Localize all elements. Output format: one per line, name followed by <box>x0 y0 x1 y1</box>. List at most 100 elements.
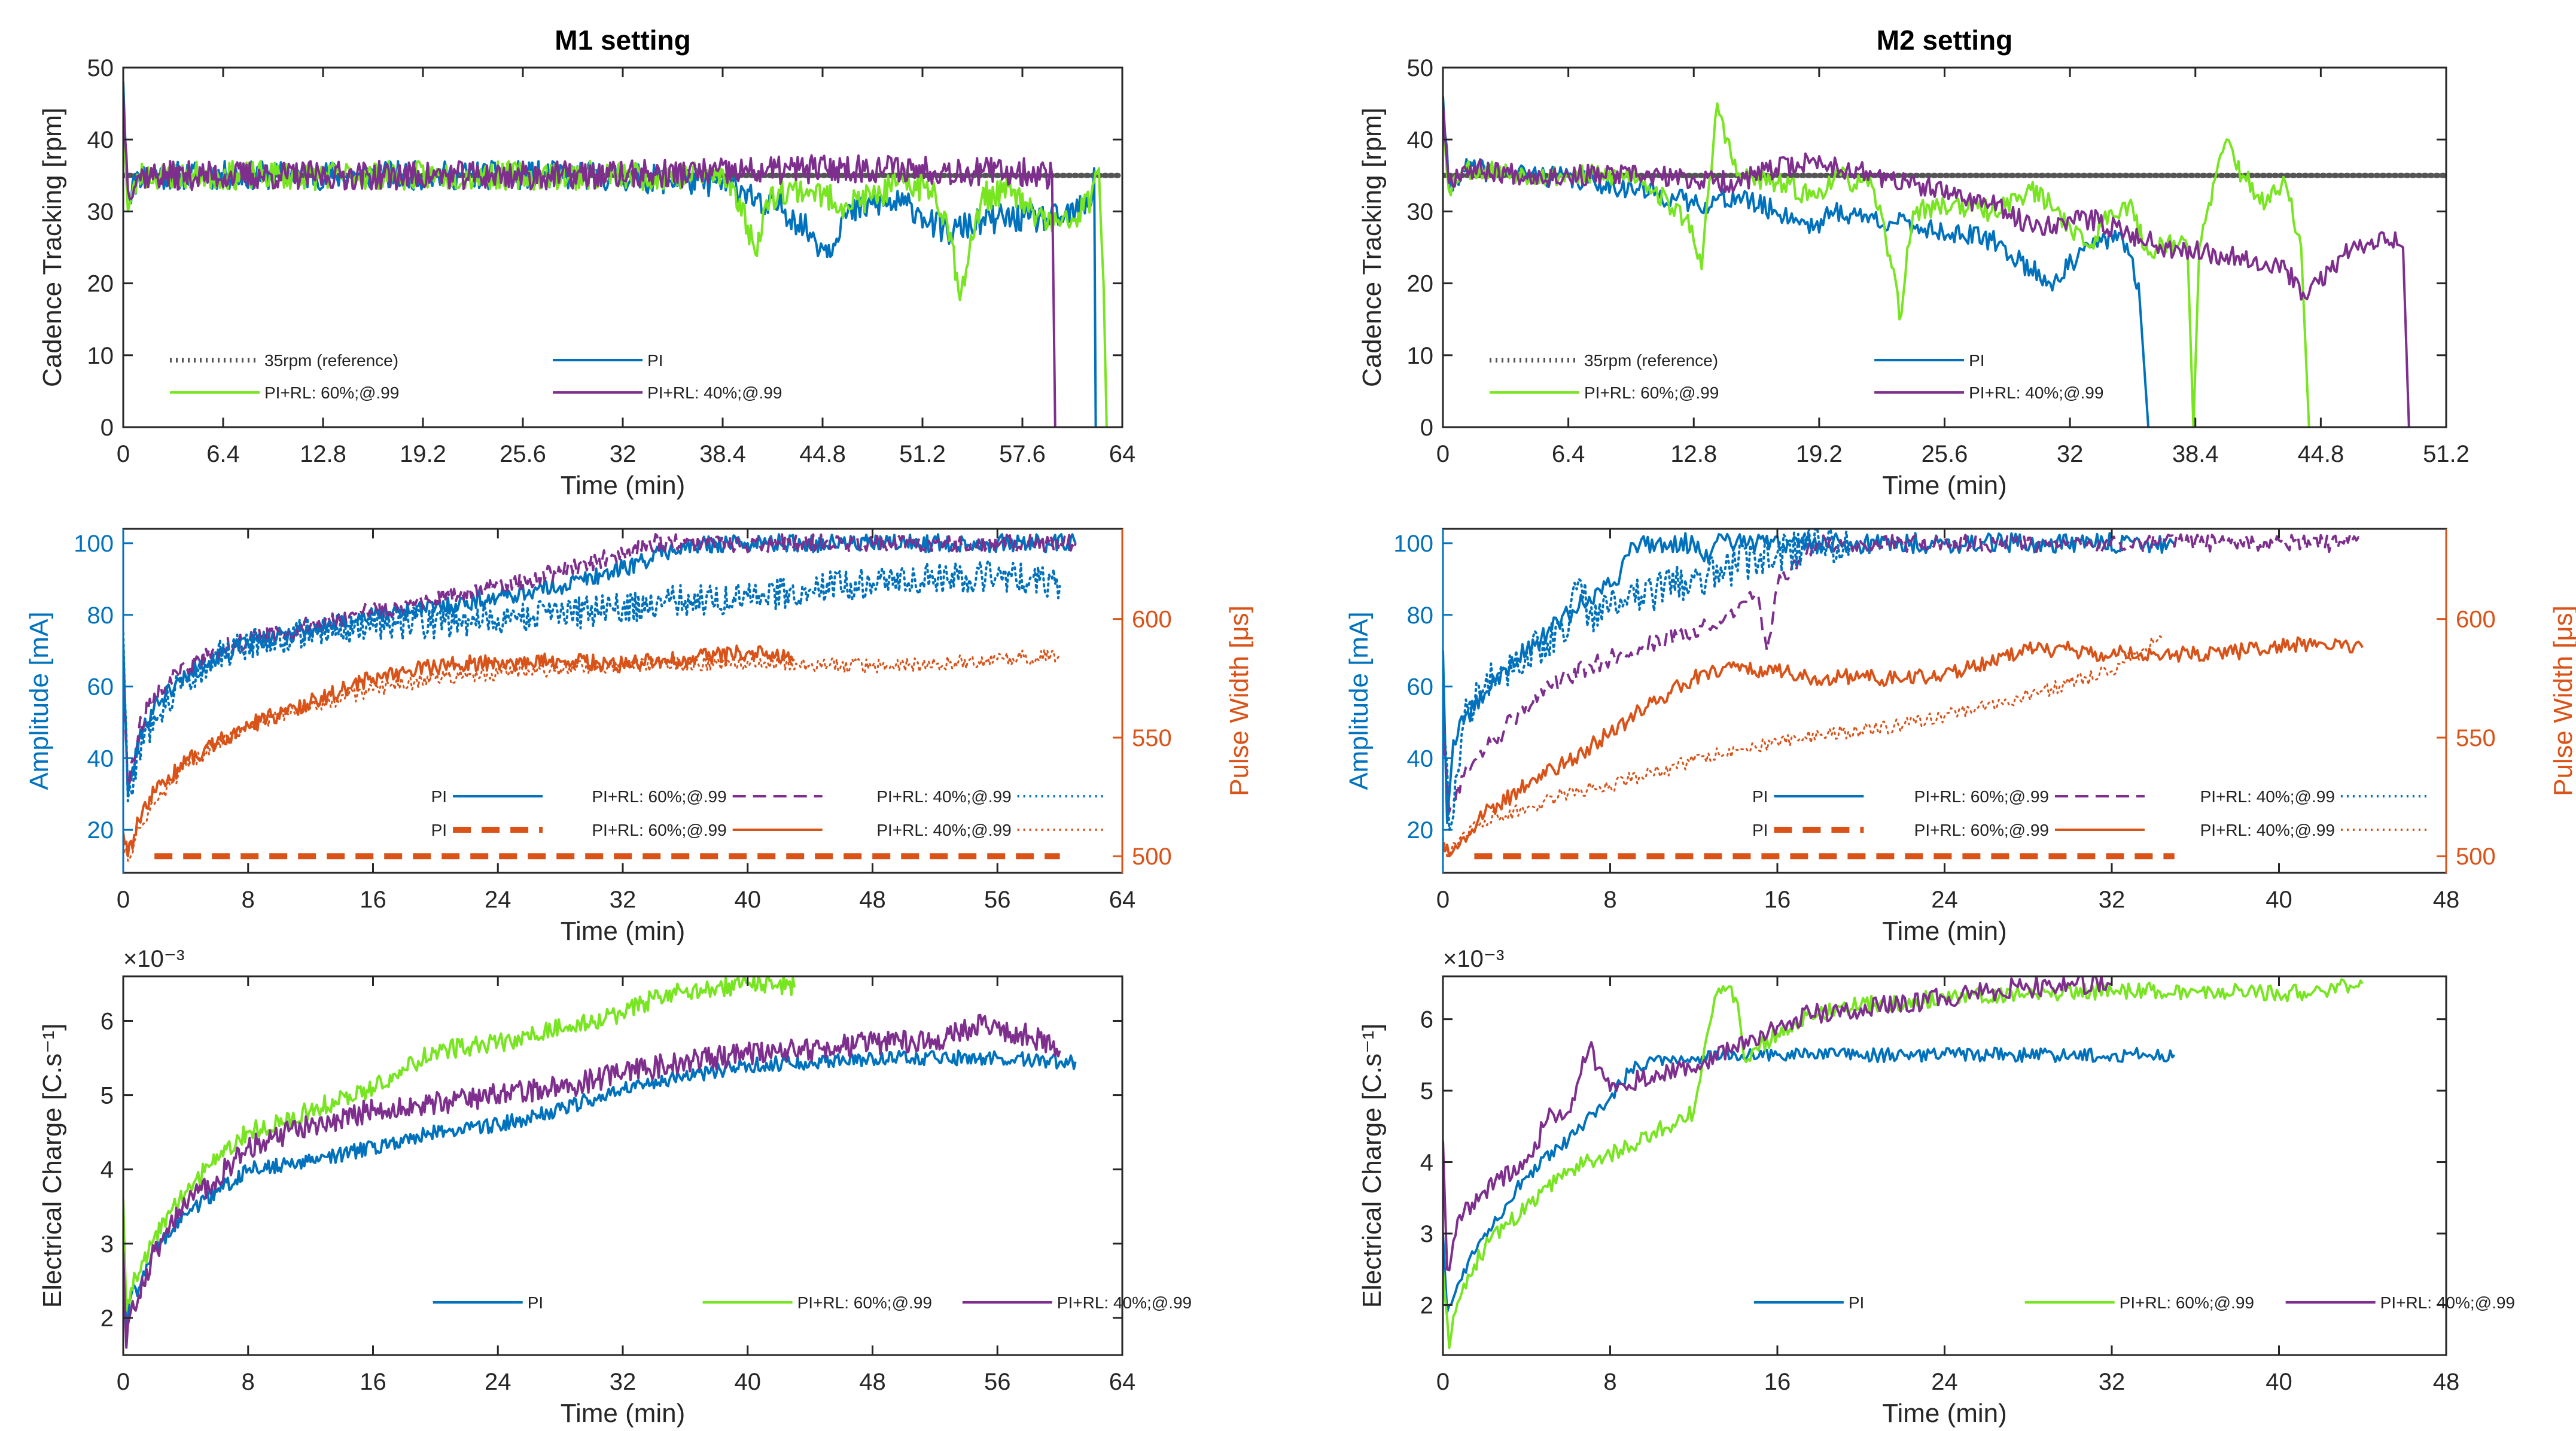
y-axis-label: Cadence Tracking [rpm] <box>1357 108 1387 387</box>
y-tick-label: 40 <box>1407 127 1434 153</box>
series-line-pi-rl-40-99-3 <box>123 96 1056 427</box>
y-tick-label: 40 <box>1407 745 1434 772</box>
x-tick-label: 19.2 <box>1796 441 1843 467</box>
x-tick-label: 38.4 <box>2172 441 2219 467</box>
legend-label: PI+RL: 60%;@.99 <box>1584 383 1719 402</box>
x-axis-label: Time (min) <box>561 1399 686 1428</box>
plot-area <box>123 529 1122 873</box>
series-line-pi-rl-60-99-4 <box>123 644 796 858</box>
x-tick-label: 40 <box>735 887 762 913</box>
y-tick-label: 20 <box>1407 271 1434 297</box>
chart-title: M2 setting <box>1877 25 2012 56</box>
legend-label: PI <box>431 787 447 806</box>
y2-tick-label: 550 <box>1132 725 1172 751</box>
y2-axis-label: Pulse Width [μs] <box>2548 605 2576 796</box>
y-tick-label: 30 <box>87 199 114 225</box>
y2-axis-label: Pulse Width [μs] <box>1225 605 1254 796</box>
x-tick-label: 0 <box>117 441 130 467</box>
x-axis-label: Time (min) <box>561 917 686 946</box>
legend-label: PI <box>647 351 663 370</box>
x-tick-label: 16 <box>1764 887 1791 913</box>
legend-label: PI <box>1752 787 1768 806</box>
y2-tick-label: 600 <box>2456 607 2496 633</box>
y-tick-label: 20 <box>87 817 114 844</box>
m1-stimulation-chart: 0 8 16 24 32 40 48 56 64 20 40 60 80 100 500 550 600 Puls… <box>25 528 1254 946</box>
y-tick-label: 5 <box>1420 1078 1433 1104</box>
legend: 35rpm (reference) PI PI+RL: 60%;@.99 PI+RL:… <box>170 351 782 402</box>
x-tick-label: 32 <box>2099 887 2126 913</box>
x-tick-label: 0 <box>117 887 130 913</box>
legend-label: PI <box>1752 821 1768 839</box>
legend: PI PI+RL: 60%;@.99 PI+RL: 40%;@.99 <box>433 1293 1192 1312</box>
y-tick-label: 50 <box>87 55 114 81</box>
x-tick-label: 32 <box>610 887 637 913</box>
legend-label: 35rpm (reference) <box>264 351 398 370</box>
legend-label: PI+RL: 40%;@.99 <box>1057 1293 1192 1312</box>
x-tick-label: 40 <box>2266 887 2292 913</box>
x-tick-label: 51.2 <box>899 441 946 467</box>
series-line-pi-rl-60-99-4 <box>1443 636 2364 858</box>
y-tick-label: 3 <box>101 1231 114 1258</box>
y2-tick-label: 600 <box>1132 607 1172 633</box>
series-line-pi-rl-60-99-1 <box>123 976 796 1312</box>
legend-label: PI+RL: 40%;@.99 <box>2200 787 2335 806</box>
legend: PI PI+RL: 60%;@.99 PI+RL: 40%;@.99 PI PI+RL:… <box>1752 787 2431 839</box>
y-tick-label: 100 <box>74 531 114 557</box>
m1-cadence-chart: 0 6.4 12.8 19.2 25.6 32 38.4 44.8 51.2 57.6 64 0 10 2… <box>38 25 1135 500</box>
x-tick-label: 56 <box>984 1369 1011 1395</box>
legend-label: PI+RL: 40%;@.99 <box>1969 383 2103 402</box>
series-line-pi-rl-60-99-1 <box>1443 978 2364 1350</box>
y2-tick-label: 500 <box>1132 844 1172 870</box>
y-tick-label: 4 <box>1420 1150 1433 1176</box>
x-tick-label: 12.8 <box>300 441 346 467</box>
plot-area <box>1443 68 2446 427</box>
series-line-pi-0 <box>123 533 1077 796</box>
series-line-pi-rl-40-99-2 <box>1443 529 1852 832</box>
legend-label: PI+RL: 40%;@.99 <box>876 787 1011 806</box>
x-tick-label: 24 <box>485 887 511 913</box>
plot-area <box>123 68 1122 427</box>
y-tick-label: 20 <box>1407 817 1434 844</box>
legend-label: PI+RL: 60%;@.99 <box>264 383 399 402</box>
x-tick-label: 0 <box>117 1369 130 1395</box>
x-tick-label: 8 <box>1603 887 1616 913</box>
x-tick-label: 6.4 <box>1552 441 1585 467</box>
x-tick-label: 38.4 <box>699 441 746 467</box>
legend-label: PI+RL: 60%;@.99 <box>2120 1293 2254 1312</box>
x-tick-label: 12.8 <box>1670 441 1717 467</box>
y-tick-label: 10 <box>87 343 114 369</box>
y-axis-label: Cadence Tracking [rpm] <box>38 108 67 387</box>
legend: 35rpm (reference) PI PI+RL: 60%;@.99 PI+RL:… <box>1490 351 2103 402</box>
plot-area <box>1443 976 2446 1355</box>
y-tick-label: 20 <box>87 271 114 297</box>
series-line-pi-rl-40-99-2 <box>123 560 1061 803</box>
series-line-pi-0 <box>123 1049 1077 1334</box>
x-tick-label: 32 <box>610 1369 637 1395</box>
legend-label: 35rpm (reference) <box>1584 351 1718 370</box>
x-tick-label: 56 <box>984 887 1011 913</box>
x-tick-label: 51.2 <box>2423 441 2470 467</box>
legend: PI PI+RL: 60%;@.99 PI+RL: 40%;@.99 PI PI+RL:… <box>431 787 1107 839</box>
x-tick-label: 25.6 <box>1922 441 1968 467</box>
x-tick-label: 64 <box>1109 1369 1136 1395</box>
y-tick-label: 80 <box>1407 602 1434 629</box>
legend-label: PI <box>528 1293 543 1312</box>
series-line-pi-0 <box>1443 1046 2176 1314</box>
x-tick-label: 6.4 <box>206 441 240 467</box>
y-tick-label: 0 <box>101 415 114 441</box>
y-tick-label: 3 <box>1420 1221 1433 1247</box>
x-tick-label: 8 <box>1603 1369 1616 1395</box>
series-line-pi-rl-40-99-2 <box>123 1013 1061 1349</box>
y-axis-label: Electrical Charge [C.s⁻¹] <box>1357 1024 1387 1308</box>
y-exponent-label: ×10⁻³ <box>123 946 184 972</box>
legend-label: PI+RL: 60%;@.99 <box>592 787 726 806</box>
legend-label: PI+RL: 40%;@.99 <box>647 383 782 402</box>
series-line-pi-rl-40-99-5 <box>123 648 1061 862</box>
x-tick-label: 24 <box>1931 1369 1958 1395</box>
x-tick-label: 40 <box>2266 1369 2292 1395</box>
x-tick-label: 0 <box>1436 441 1450 467</box>
x-tick-label: 32 <box>610 441 637 467</box>
m2-cadence-chart: 0 6.4 12.8 19.2 25.6 32 38.4 44.8 51.2 0 10 20 30 40 5… <box>1357 25 2470 500</box>
